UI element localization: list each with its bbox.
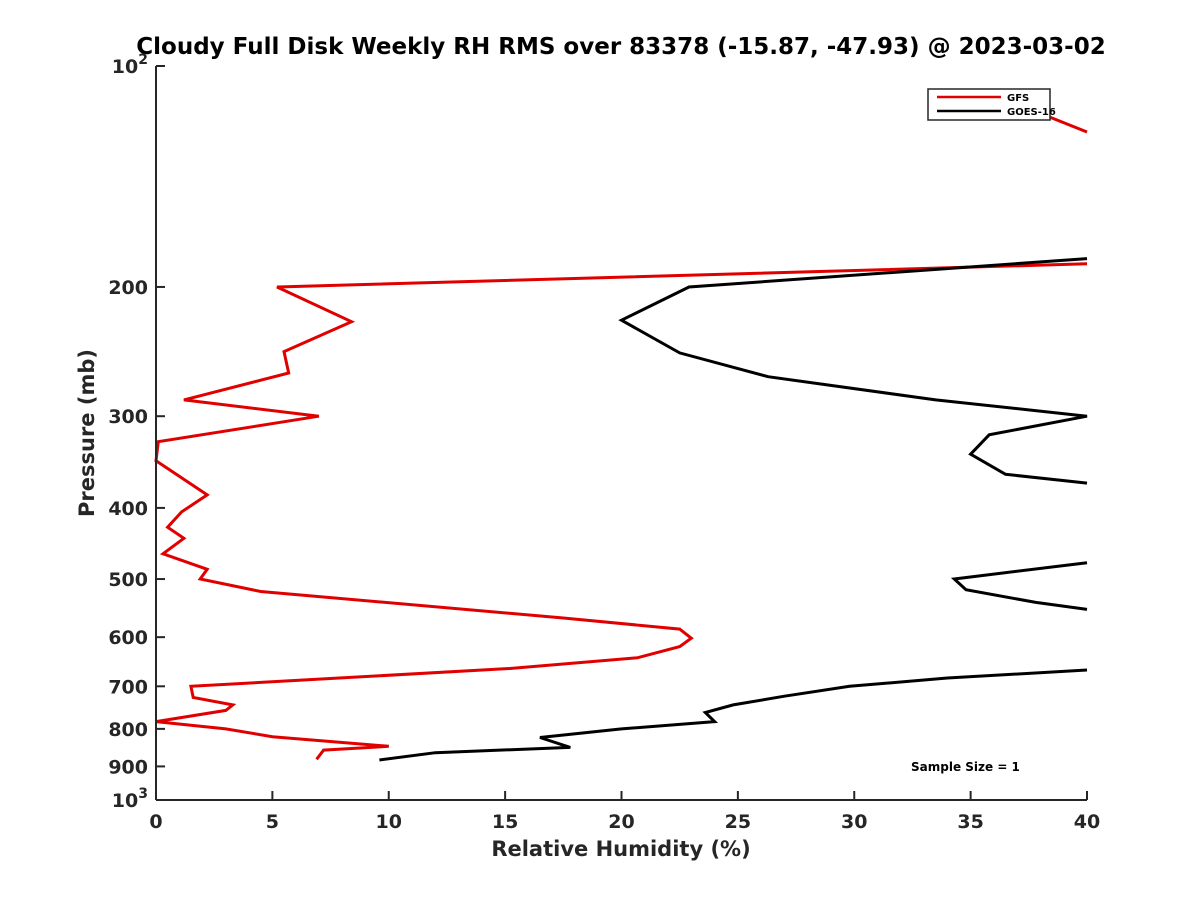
x-tick-label: 10 (376, 811, 402, 833)
x-axis-label: Relative Humidity (%) (491, 837, 750, 861)
legend: GFS GOES-16 (927, 88, 1056, 121)
y-tick-label: 700 (108, 676, 148, 698)
x-tick-label: 40 (1074, 811, 1100, 833)
x-tick-label: 30 (841, 811, 867, 833)
x-tick-label: 0 (149, 811, 162, 833)
plot-lines (154, 109, 1088, 762)
x-tick-label: 25 (725, 811, 751, 833)
x-tick-label: 20 (608, 811, 634, 833)
legend-box (927, 88, 1051, 121)
y-tick-label: 500 (108, 569, 148, 591)
y-tick-label: 800 (108, 719, 148, 741)
legend-label-gfs: GFS (1007, 93, 1029, 104)
x-tick-label: 15 (492, 811, 518, 833)
series-line-goes-16 (379, 257, 1088, 762)
y-tick-label: 300 (108, 406, 148, 428)
sample-size-annotation: Sample Size = 1 (911, 760, 1020, 774)
y-axis-label: Pressure (mb) (75, 349, 99, 517)
y-tick-exponent: 2 (138, 52, 148, 68)
x-ticks: 0 5 10 15 20 25 30 35 40 (149, 791, 1100, 833)
x-tick-label: 35 (957, 811, 983, 833)
y-tick-label: 600 (108, 627, 148, 649)
y-tick-exponent: 3 (138, 786, 148, 802)
legend-label-goes-16: GOES-16 (1007, 107, 1056, 118)
y-tick-label: 200 (108, 277, 148, 299)
x-tick-label: 5 (266, 811, 279, 833)
y-tick-label: 900 (108, 756, 148, 778)
chart-title: Cloudy Full Disk Weekly RH RMS over 8337… (136, 34, 1105, 60)
y-tick-label: 400 (108, 498, 148, 520)
